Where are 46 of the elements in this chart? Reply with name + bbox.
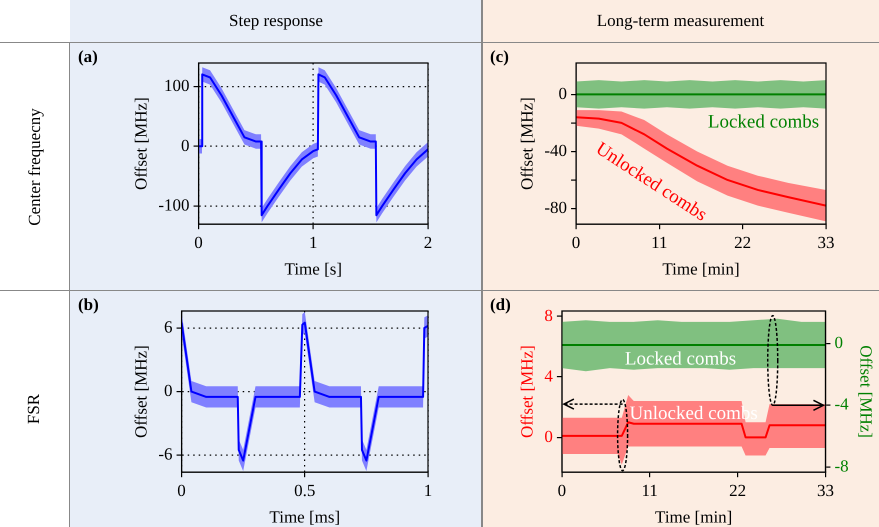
y-axis-title: Offset [MHz]: [132, 97, 151, 190]
x-axis-title: Time [min]: [662, 259, 740, 278]
x-tick-label: 22: [729, 480, 746, 500]
y-axis-title: Offset [MHz]: [518, 345, 537, 438]
y2-tick-label: -8: [834, 456, 849, 476]
y-tick-label: 0: [164, 381, 173, 400]
y-axis-title: Offset [MHz]: [132, 345, 151, 438]
y2-tick-label: -4: [834, 394, 850, 414]
x-tick-label: 22: [734, 232, 752, 252]
x-tick-label: 1: [424, 480, 432, 500]
x-tick-label: 11: [651, 232, 668, 252]
text: Center frequecny: [24, 108, 44, 226]
text: (c): [490, 47, 509, 67]
y-tick-label: 0: [181, 136, 190, 155]
y-tick-label: 0: [558, 84, 568, 103]
text: (a): [78, 47, 98, 67]
y-tick-label: 100: [164, 76, 190, 95]
x-tick-label: 11: [642, 480, 658, 500]
x-axis-title: Time [s]: [284, 259, 342, 278]
chart-title: Long-term measurement: [596, 11, 764, 31]
y-tick-label: -80: [544, 198, 568, 217]
y2-tick-label: 0: [834, 332, 843, 352]
y-tick-label: -6: [158, 444, 173, 464]
y-tick-label: 0: [544, 426, 553, 446]
x-axis-title: Time [min]: [655, 507, 732, 526]
text: FSR: [24, 394, 44, 424]
y-tick-label: -40: [544, 140, 568, 160]
y-axis-title: Offset [MHz]: [518, 97, 537, 190]
text: (d): [490, 295, 511, 315]
y-tick-label: 8: [544, 306, 553, 325]
series-label: Locked combs: [624, 348, 736, 370]
x-tick-label: 33: [816, 480, 834, 500]
x-tick-label: 2: [424, 232, 432, 252]
y-tick-label: 4: [544, 366, 554, 386]
x-tick-label: 0: [194, 232, 203, 252]
x-tick-label: 0: [572, 232, 580, 252]
text: (b): [78, 295, 99, 315]
y-tick-label: -100: [158, 196, 190, 215]
x-axis-title: Time [ms]: [269, 507, 340, 526]
x-tick-label: 1: [309, 232, 318, 252]
series-label: Locked combs: [708, 112, 820, 133]
chart-title: Step response: [229, 11, 323, 31]
y-tick-label: 6: [164, 317, 173, 336]
x-tick-label: 33: [818, 232, 834, 252]
y2-axis-title: Offset [MHz]: [856, 345, 876, 438]
x-tick-label: 0.5: [294, 480, 316, 500]
